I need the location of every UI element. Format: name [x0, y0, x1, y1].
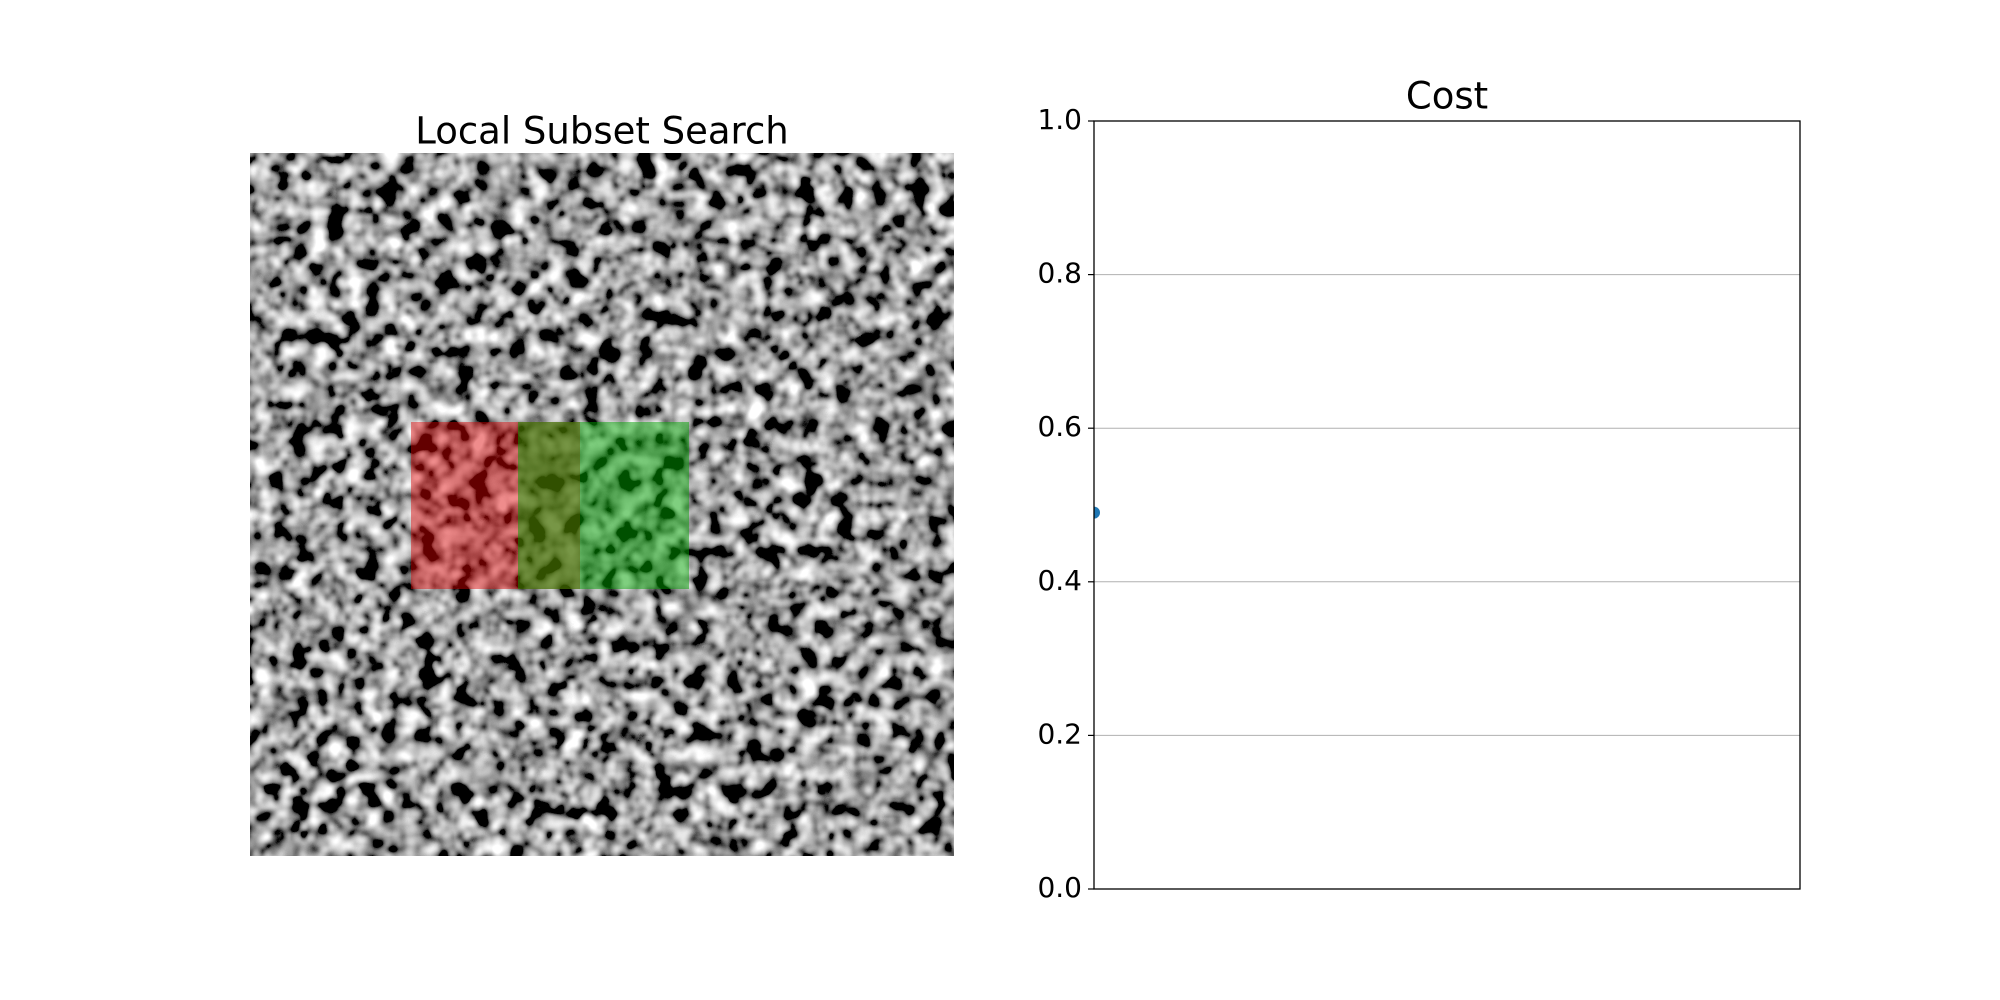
search-subset	[518, 422, 689, 589]
y-tick-label: 0.0	[1037, 871, 1082, 904]
y-tick-label: 0.8	[1037, 257, 1082, 290]
y-tick-label: 0.2	[1037, 717, 1082, 750]
points	[1094, 506, 1100, 519]
point	[1094, 506, 1100, 519]
chart-title: Cost	[1406, 75, 1488, 118]
panel-title: Local Subset Search	[415, 110, 789, 153]
y-tick-label: 0.4	[1037, 564, 1082, 597]
y-tick-label: 0.6	[1037, 410, 1082, 443]
cost-axes: 0.0 0.2 0.4 0.6 0.8 1.0	[1037, 103, 1800, 904]
y-tick-label: 1.0	[1037, 103, 1082, 136]
axes-frame	[1093, 120, 1801, 890]
